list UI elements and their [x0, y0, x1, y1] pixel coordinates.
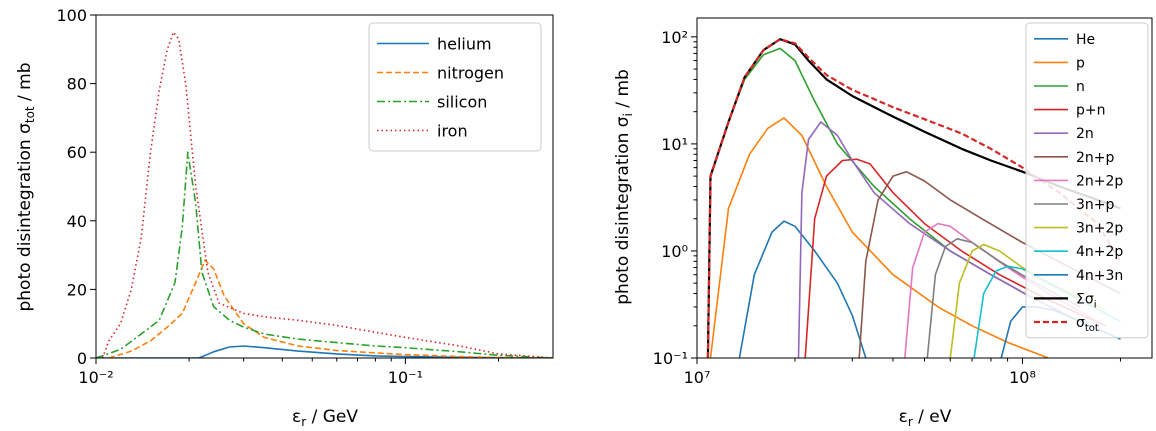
- series-line-nitrogen: [108, 259, 553, 358]
- legend-label-4n-2p: 4n+2p: [1076, 244, 1123, 260]
- legend-label-2n: 2n: [1076, 126, 1094, 142]
- x-tick-label: 10⁸: [1009, 368, 1036, 387]
- y-tick-label: 80: [67, 75, 87, 94]
- y-tick-label: 20: [67, 280, 87, 299]
- chart-right: photo disintegration σi / mb εr / eV 10⁷…: [613, 17, 1153, 429]
- x-tick-label: 10⁻¹: [388, 368, 423, 387]
- legend-label-n: n: [1076, 79, 1085, 95]
- y-tick-label: 100: [56, 6, 87, 25]
- y-tick-label: 10⁰: [661, 242, 688, 261]
- right-axes: 10⁷ 10⁸ 10⁻¹ 10⁰ 10¹ 10²: [653, 17, 1153, 387]
- series-line-p: [709, 117, 1049, 358]
- x-tick-label: 10⁷: [684, 368, 711, 387]
- left-legend: helium nitrogen silicon iron: [368, 22, 542, 152]
- legend-label-silicon: silicon: [437, 92, 487, 111]
- y-tick-label: 60: [67, 143, 87, 162]
- y-tick-label: 10⁻¹: [653, 349, 688, 368]
- right-x-axis-title: εr / eV: [899, 407, 952, 429]
- plot-frame: [95, 14, 554, 359]
- legend-label-iron: iron: [437, 121, 468, 140]
- legend-label-he: He: [1076, 32, 1095, 48]
- legend-label-nitrogen: nitrogen: [437, 63, 504, 82]
- series-line-he: [738, 220, 867, 358]
- y-tick-label: 40: [67, 212, 87, 231]
- legend-label-2n-2p: 2n+2p: [1076, 173, 1123, 189]
- legend-box: [368, 22, 542, 152]
- legend-label-3n-2p: 3n+2p: [1076, 221, 1123, 237]
- series-line-helium: [96, 345, 553, 358]
- right-legend: He pn p+n 2n 2n+p 2n+2p 3n+p 3n+2p 4n+2p 4n+3n Σσi…: [1025, 22, 1149, 339]
- series-line-silicon: [96, 151, 553, 358]
- legend-label-sigmasigmai: Σσi: [1076, 291, 1097, 310]
- legend-label-4n-3n: 4n+3n: [1076, 268, 1123, 284]
- series-line-2n: [797, 121, 1090, 358]
- legend-label-2n-p: 2n+p: [1076, 150, 1115, 166]
- right-y-axis-title: photo disintegration σi / mb: [613, 69, 635, 305]
- legend-label-p-n: p+n: [1076, 103, 1106, 119]
- legend-label-helium: helium: [437, 34, 492, 53]
- series-line-p-n: [804, 158, 1106, 358]
- left-plot-area: [96, 31, 553, 358]
- x-tick-label: 10⁻²: [78, 368, 113, 387]
- left-x-axis-title: εr / GeV: [292, 407, 358, 429]
- legend-label-p: p: [1076, 55, 1085, 71]
- y-tick-label: 10²: [661, 28, 688, 47]
- left-axes: 10⁻² 10⁻¹ 0 20 40 60 80 100: [56, 6, 554, 387]
- y-tick-label: 10¹: [661, 135, 688, 154]
- legend-box: [1025, 22, 1149, 339]
- chart-left: photo disintegration σtot / mb εr / GeV …: [15, 6, 554, 429]
- left-y-axis-title: photo disintegration σtot / mb: [15, 62, 37, 311]
- legend-label-3n-p: 3n+p: [1076, 197, 1115, 213]
- y-tick-label: 0: [77, 349, 87, 368]
